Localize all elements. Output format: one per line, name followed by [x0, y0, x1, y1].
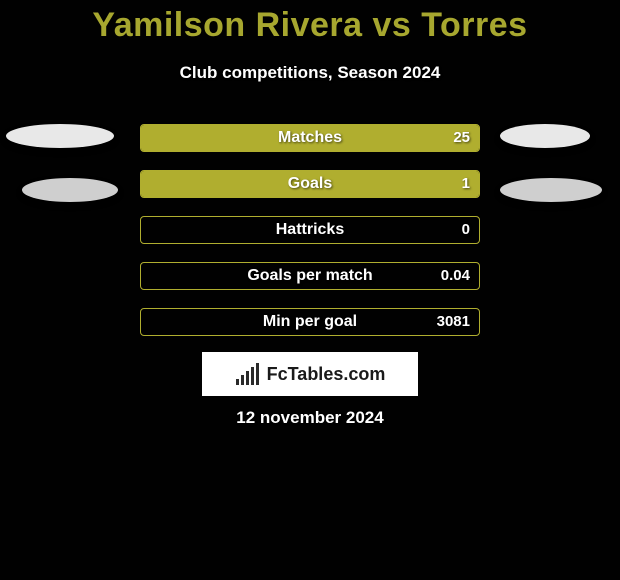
stat-bar-fill	[141, 171, 479, 197]
comparison-canvas: Yamilson Rivera vs Torres Club competiti…	[0, 0, 620, 580]
stat-row: Goals per match0.04	[0, 262, 620, 290]
player-oval	[500, 124, 590, 148]
snapshot-date: 12 november 2024	[0, 408, 620, 428]
player-oval	[6, 124, 114, 148]
stat-row: Hattricks0	[0, 216, 620, 244]
stat-bar-track	[140, 216, 480, 244]
player-oval	[500, 178, 602, 202]
page-subtitle: Club competitions, Season 2024	[0, 63, 620, 83]
stat-rows: Matches25Goals1Hattricks0Goals per match…	[0, 124, 620, 354]
stat-bar-track	[140, 308, 480, 336]
stat-bar-fill	[141, 125, 479, 151]
site-logo-text: FcTables.com	[267, 364, 386, 385]
stat-bar-track	[140, 124, 480, 152]
bar-chart-icon	[235, 363, 261, 385]
stat-bar-track	[140, 262, 480, 290]
player-oval	[22, 178, 118, 202]
stat-bar-track	[140, 170, 480, 198]
stat-row: Min per goal3081	[0, 308, 620, 336]
page-title: Yamilson Rivera vs Torres	[0, 0, 620, 45]
site-logo: FcTables.com	[202, 352, 418, 396]
